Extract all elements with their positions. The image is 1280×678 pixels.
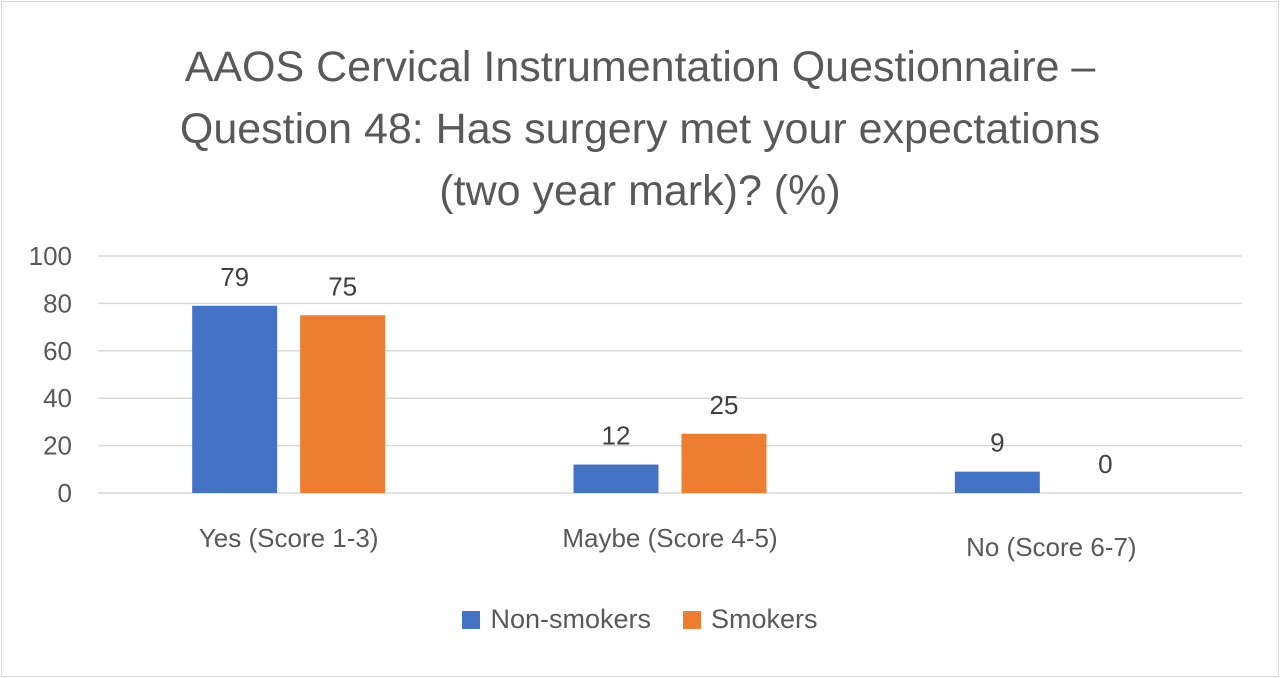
bar-non-smokers-1: [192, 305, 278, 493]
y-tick-label-60: 60: [43, 336, 72, 366]
y-tick-label-100: 100: [29, 241, 72, 271]
legend-label-non-smokers: Non-smokers: [490, 604, 651, 634]
data-label-smokers-2: 25: [710, 390, 739, 420]
x-tick-label-3: No (Score 6-7): [966, 532, 1137, 562]
data-label-non-smokers-1: 79: [220, 262, 249, 292]
chart-title-line-1: AAOS Cervical Instrumentation Questionna…: [184, 43, 1096, 91]
y-tick-label-40: 40: [43, 383, 72, 413]
chart-title-line-2: Question 48: Has surgery met your expect…: [179, 105, 1101, 153]
bar-smokers-2: [681, 433, 767, 493]
y-tick-label-0: 0: [58, 478, 72, 508]
bar-non-smokers-3: [954, 471, 1040, 493]
legend-swatch-smokers: [683, 610, 701, 629]
bar-smokers-1: [300, 315, 386, 493]
chart-title-line-3: (two year mark)? (%): [439, 167, 841, 215]
chart-title: AAOS Cervical Instrumentation Questionna…: [0, 36, 1280, 222]
legend-label-smokers: Smokers: [711, 604, 818, 634]
x-tick-label-2: Maybe (Score 4-5): [562, 523, 777, 553]
legend-swatch-non-smokers: [462, 610, 481, 629]
data-label-non-smokers-2: 12: [602, 421, 631, 451]
legend-item-non-smokers: Non-smokers: [462, 604, 651, 635]
x-tick-label-1: Yes (Score 1-3): [199, 523, 379, 553]
data-label-smokers-1: 75: [328, 271, 357, 301]
y-tick-label-80: 80: [43, 288, 72, 318]
y-tick-label-20: 20: [43, 431, 72, 461]
data-label-smokers-3: 0: [1098, 449, 1112, 479]
chart-legend: Non-smokers Smokers: [0, 604, 1280, 635]
data-label-non-smokers-3: 9: [990, 428, 1004, 458]
bar-non-smokers-2: [573, 464, 659, 493]
legend-item-smokers: Smokers: [683, 604, 818, 635]
